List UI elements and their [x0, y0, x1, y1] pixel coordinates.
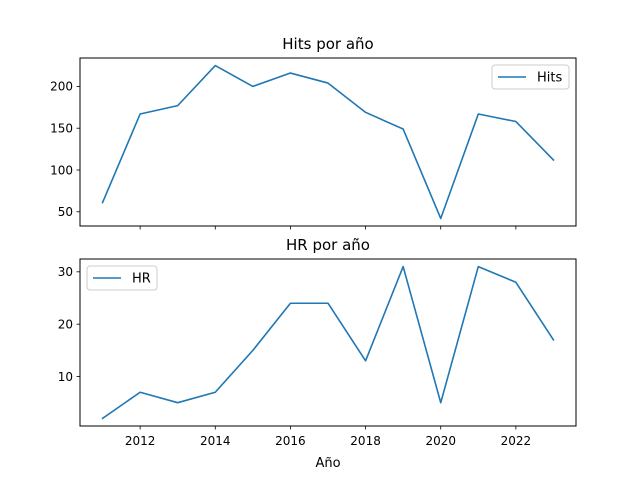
hits-legend-box [491, 64, 570, 90]
hr-x-tick-label: 2016 [275, 434, 306, 448]
hits-data-point [363, 110, 368, 115]
hr-y-tick-label: 30 [58, 265, 73, 279]
hr-data-point [363, 358, 368, 363]
x-axis-label: Año [315, 456, 340, 471]
hr-x-tick-label: 2018 [350, 434, 381, 448]
hits-chart-title: Hits por año [282, 35, 373, 53]
hits-series-line [101, 64, 555, 220]
hits-data-point [213, 63, 218, 68]
hits-data-point [401, 127, 406, 132]
hr-chart: HR por año 2012 2014 2016 2018 2020 2022 10 20 3… [58, 236, 577, 471]
hr-data-point [175, 400, 180, 405]
hits-plot-frame [79, 57, 577, 227]
hr-data-point [326, 301, 331, 306]
hr-data-point [513, 280, 518, 285]
hits-data-point [513, 119, 518, 124]
hits-legend-label: Hits [537, 71, 562, 86]
hr-x-tick-label: 2014 [200, 434, 231, 448]
hr-data-point [100, 416, 105, 421]
hits-data-point [326, 81, 331, 86]
hr-x-tick-label: 2022 [501, 434, 532, 448]
hits-y-tick-label: 150 [50, 122, 73, 136]
hits-legend: Hits [491, 64, 570, 90]
hr-data-point [138, 390, 143, 395]
hits-y-tick-label: 200 [50, 80, 73, 94]
hr-series-line [101, 265, 555, 420]
hr-data-point [288, 301, 293, 306]
hits-data-point [100, 200, 105, 205]
hr-x-tick-label: 2020 [425, 434, 456, 448]
hr-plot-area: 2012 2014 2016 2018 2020 2022 10 20 30 [58, 264, 556, 448]
hits-data-point [175, 103, 180, 108]
hr-data-point [551, 337, 556, 342]
hits-y-tick-label: 50 [58, 205, 73, 219]
hr-x-tick-label: 2012 [125, 434, 156, 448]
hits-data-point [288, 71, 293, 76]
hr-legend-box [86, 265, 158, 291]
hits-chart: Hits por año 50 100 150 200 Hits [50, 35, 577, 230]
hits-data-point [138, 112, 143, 117]
hr-data-point [401, 264, 406, 269]
hits-data-point [476, 112, 481, 117]
hr-data-point [438, 400, 443, 405]
hr-legend: HR [86, 265, 158, 291]
hr-data-point [250, 348, 255, 353]
hr-chart-title: HR por año [286, 236, 370, 254]
hits-data-point [551, 157, 556, 162]
hr-data-point [476, 264, 481, 269]
hr-y-tick-label: 20 [58, 317, 73, 331]
hits-plot-area: 50 100 150 200 [50, 63, 556, 230]
hr-y-tick-label: 10 [58, 370, 73, 384]
hits-y-tick-label: 100 [50, 163, 73, 177]
hr-legend-label: HR [132, 272, 151, 287]
hr-plot-frame [79, 258, 577, 427]
hits-data-point [438, 216, 443, 221]
hr-data-point [213, 390, 218, 395]
hits-data-point [250, 84, 255, 89]
